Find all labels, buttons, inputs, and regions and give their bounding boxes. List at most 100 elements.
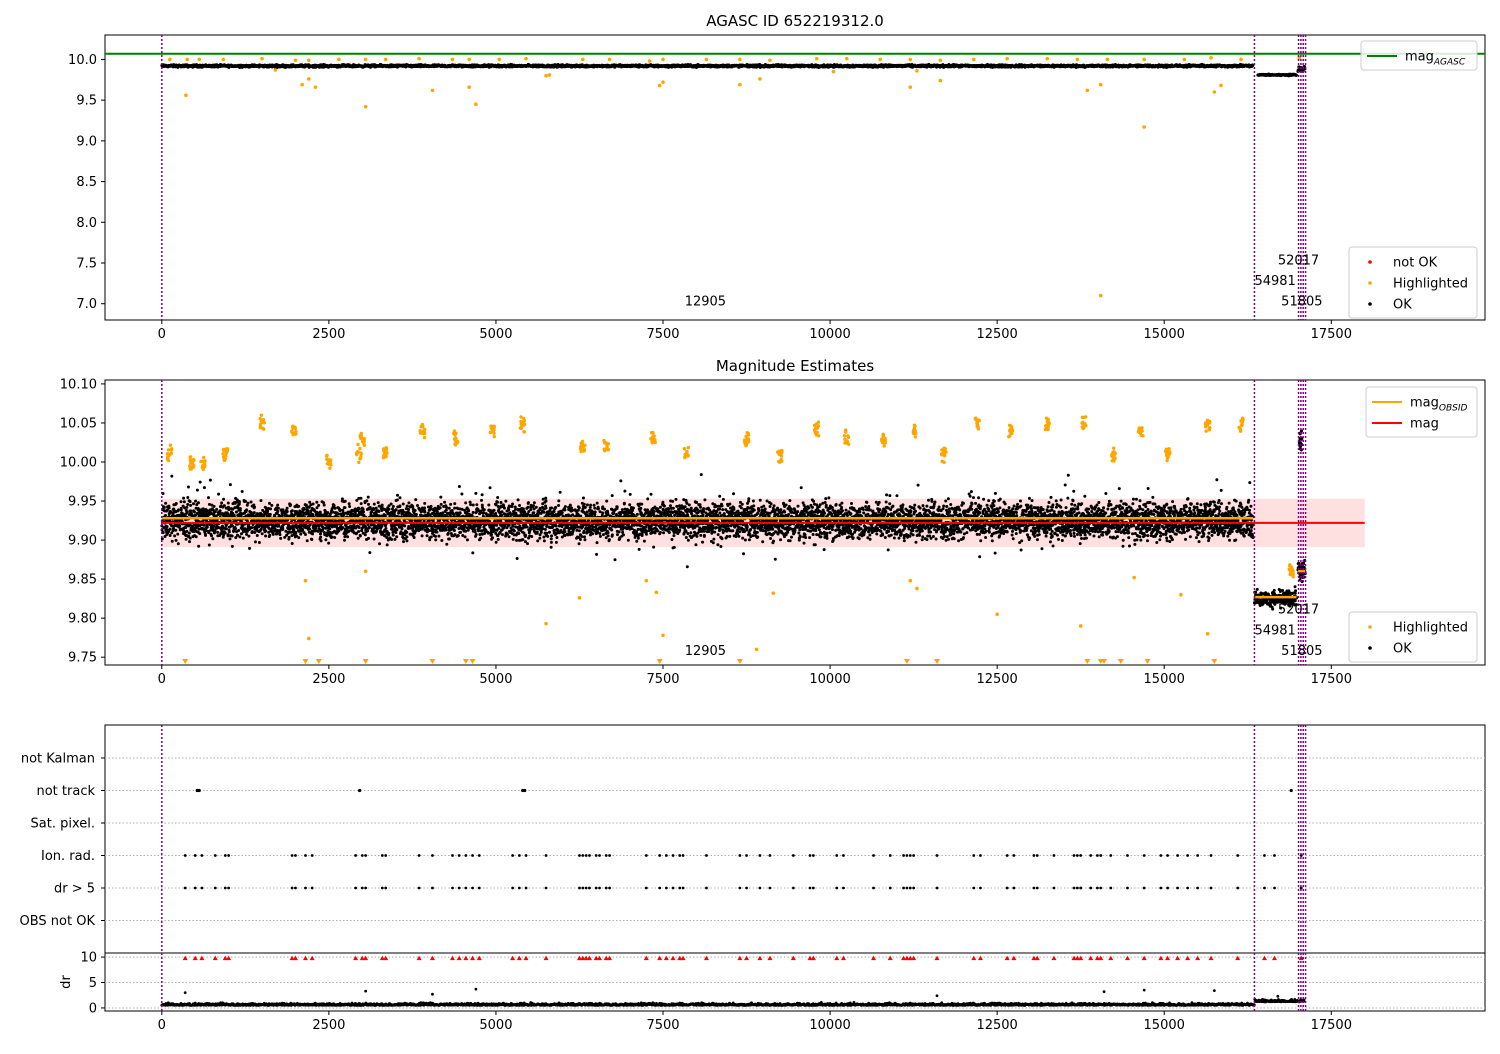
estimates-ok-point <box>440 539 443 542</box>
estimates-ok-point <box>423 507 426 510</box>
estimates-ok-point <box>396 494 399 497</box>
agasc-xtick-label: 15000 <box>1144 327 1185 342</box>
estimates-ok-point <box>304 533 307 536</box>
agasc-highlighted-point <box>738 58 742 62</box>
estimates-ok-point <box>348 502 351 505</box>
estimates-ok-point <box>247 535 250 538</box>
estimates-ok-point <box>291 509 294 512</box>
agasc-highlighted-point <box>1239 58 1243 62</box>
estimates-ok-point <box>206 526 209 529</box>
estimates-ok-point <box>169 534 172 537</box>
estimates-ok-point <box>430 505 433 508</box>
estimates-ok-point <box>328 527 331 530</box>
estimates-ok-point <box>270 504 273 507</box>
agasc-points-legend-label: Highlighted <box>1393 277 1468 292</box>
estimates-ok-point <box>390 538 393 541</box>
agasc-highlighted-point <box>658 84 662 88</box>
agasc-highlighted-point <box>417 57 421 61</box>
estimates-ok-point <box>459 512 462 515</box>
agasc-ytick-label: 9.5 <box>76 94 97 109</box>
estimates-ok-point <box>183 500 186 503</box>
estimates-ok-point <box>231 545 234 548</box>
agasc-highlighted-point <box>915 69 919 73</box>
estimates-ok-point <box>348 505 351 508</box>
estimates-ok-point <box>164 502 167 505</box>
estimates-ok-point <box>253 505 256 508</box>
estimates-ok-point <box>237 529 240 532</box>
estimates-ok-point <box>208 544 211 547</box>
estimates-ok-point <box>357 537 360 540</box>
estimates-ok-point <box>378 542 381 545</box>
agasc-ytick-label: 8.0 <box>76 216 97 231</box>
estimates-ok-point <box>386 543 389 546</box>
estimates-ok-point <box>343 539 346 542</box>
agasc-highlighted-point <box>1106 58 1110 62</box>
estimates-ok-point <box>373 537 376 540</box>
estimates-ok-point <box>239 507 242 510</box>
estimates-ok-point <box>277 525 280 528</box>
estimates-ok-point <box>339 509 342 512</box>
estimates-ok-point <box>246 502 249 505</box>
agasc-ytick-label: 10.0 <box>68 53 97 68</box>
estimates-ok-point <box>333 504 336 507</box>
agasc-ytick-label: 8.5 <box>76 175 97 190</box>
agasc-highlighted-point <box>221 58 225 62</box>
estimates-ok-point <box>360 502 363 505</box>
estimates-ok-point <box>212 525 215 528</box>
estimates-ok-point <box>238 501 241 504</box>
estimates-ok-point <box>395 528 398 531</box>
estimates-ok-point <box>302 508 305 511</box>
estimates-ok-point <box>364 533 367 536</box>
agasc-points-legend-dot-marker <box>1368 281 1372 285</box>
agasc-observation-id-label: 12905 <box>685 294 726 309</box>
agasc-highlighted-point <box>314 85 318 89</box>
estimates-ok-point <box>278 533 281 536</box>
estimates-ok-point <box>434 538 437 541</box>
estimates-ok-point <box>367 537 370 540</box>
estimates-ok-point <box>216 531 219 534</box>
estimates-ok-point <box>210 534 213 537</box>
estimates-ok-point <box>445 529 448 532</box>
estimates-ok-point <box>196 489 199 492</box>
estimates-ok-point <box>276 504 279 507</box>
estimates-ok-point <box>187 486 190 489</box>
agasc-highlighted-point <box>939 58 943 62</box>
estimates-ok-point <box>192 502 195 505</box>
estimates-ok-point <box>319 536 322 539</box>
estimates-ok-point <box>171 540 174 543</box>
estimates-ok-point <box>294 531 297 534</box>
estimates-ok-point <box>445 543 448 546</box>
agasc-points-legend-label: not OK <box>1393 256 1438 271</box>
estimates-ok-point <box>342 514 345 517</box>
estimates-ok-point <box>410 519 413 522</box>
estimates-ok-point <box>311 532 314 535</box>
estimates-ok-point <box>215 508 218 511</box>
estimates-ok-point <box>330 536 333 539</box>
estimates-ok-point <box>182 497 185 500</box>
agasc-highlighted-point <box>1099 83 1103 87</box>
estimates-ok-point <box>279 537 282 540</box>
agasc-highlighted-point <box>908 58 912 62</box>
estimates-ok-point <box>358 526 361 529</box>
estimates-ok-point <box>333 536 336 539</box>
estimates-ok-point <box>308 501 311 504</box>
agasc-xtick-label: 0 <box>158 327 166 342</box>
estimates-ok-point <box>426 534 429 537</box>
agasc-chart-title: AGASC ID 652219312.0 <box>706 12 884 30</box>
estimates-ok-point <box>189 537 192 540</box>
agasc-highlighted-point <box>337 58 341 62</box>
estimates-ok-point <box>256 534 259 537</box>
estimates-ok-point <box>387 532 390 535</box>
estimates-ok-point <box>175 539 178 542</box>
estimates-ok-point <box>226 512 229 515</box>
estimates-ok-point <box>197 545 200 548</box>
estimates-ok-point <box>435 531 438 534</box>
agasc-highlighted-point <box>661 80 665 84</box>
estimates-ok-point <box>395 535 398 538</box>
agasc-highlighted-point <box>1076 58 1080 62</box>
agasc-highlighted-point <box>364 58 368 62</box>
estimates-ok-point <box>288 536 291 539</box>
agasc-highlighted-point <box>431 89 435 93</box>
estimates-ok-point <box>359 497 362 500</box>
